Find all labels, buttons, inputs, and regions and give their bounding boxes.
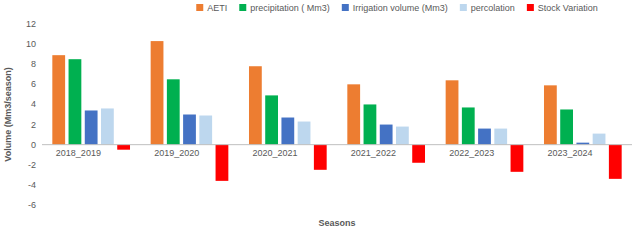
bar [511, 145, 524, 172]
y-tick-label: 0 [31, 140, 36, 150]
tick-mark [39, 144, 42, 145]
y-tick-label: -4 [28, 180, 36, 190]
bar [216, 145, 229, 181]
x-axis-title: Seasons [318, 218, 355, 228]
x-tick-label: 2020_2021 [253, 148, 298, 158]
x-tick-label: 2023_2024 [548, 148, 593, 158]
bar [609, 145, 622, 179]
bars [52, 41, 621, 181]
tick-mark [39, 84, 42, 85]
y-tick-label: 10 [26, 39, 36, 49]
tick-mark [39, 24, 42, 25]
bar [544, 85, 557, 144]
x-tick-label: 2021_2022 [351, 148, 396, 158]
y-tick-label: 2 [31, 120, 36, 130]
y-tick-label: -6 [28, 200, 36, 210]
bar [117, 145, 130, 150]
y-tick-label: 12 [26, 19, 36, 29]
tick-mark [39, 44, 42, 45]
bar [101, 108, 114, 144]
legend-label: Stock Variation [538, 3, 598, 13]
legend-swatch [460, 4, 467, 11]
bar [412, 145, 425, 163]
legend-label: AETI [207, 3, 227, 13]
y-tick-label: 4 [31, 99, 36, 109]
bar [183, 115, 196, 145]
y-tick-label: 8 [31, 59, 36, 69]
tick-mark [39, 164, 42, 165]
bar [151, 41, 164, 145]
bar [281, 118, 294, 145]
x-axis-line [42, 144, 632, 145]
x-tick-label: 2018_2019 [56, 148, 101, 158]
bar [249, 66, 262, 144]
tick-mark [39, 184, 42, 185]
tick-mark [39, 205, 42, 206]
chart: -6 -4 -2 0 2 4 6 8 10 12 2018_2019 2019_2020 2020_20… [0, 0, 640, 229]
tick-mark [39, 64, 42, 65]
legend-swatch [239, 4, 246, 11]
bar [265, 95, 278, 144]
bar [85, 110, 98, 144]
tick-mark [39, 124, 42, 125]
x-tick-label: 2019_2020 [154, 148, 199, 158]
bar [52, 55, 65, 144]
legend-label: Irrigation volume (Mm3) [353, 3, 448, 13]
bar [314, 145, 327, 170]
bar [396, 127, 409, 145]
y-axis-title: Volume (Mm3/season) [3, 67, 13, 161]
x-tick-label: 2022_2023 [449, 148, 494, 158]
bar [364, 104, 377, 144]
legend-swatch [527, 4, 534, 11]
bar [298, 122, 311, 145]
legend-label: precipitation ( Mm3) [250, 3, 330, 13]
bar [199, 116, 212, 145]
bar [462, 107, 475, 144]
y-tick-label: -2 [28, 160, 36, 170]
bar [593, 134, 606, 145]
bar [478, 129, 491, 145]
bar [494, 129, 507, 145]
bar [167, 79, 180, 144]
legend-swatch [196, 4, 203, 11]
bar [560, 109, 573, 144]
bar [347, 84, 360, 144]
tick-mark [39, 104, 42, 105]
bar [69, 59, 82, 144]
bar [446, 80, 459, 144]
y-tick-label: 6 [31, 79, 36, 89]
bar [380, 125, 393, 145]
legend-swatch [342, 4, 349, 11]
legend: AETI precipitation ( Mm3) Irrigation volum… [196, 3, 597, 13]
legend-label: percolation [471, 3, 515, 13]
